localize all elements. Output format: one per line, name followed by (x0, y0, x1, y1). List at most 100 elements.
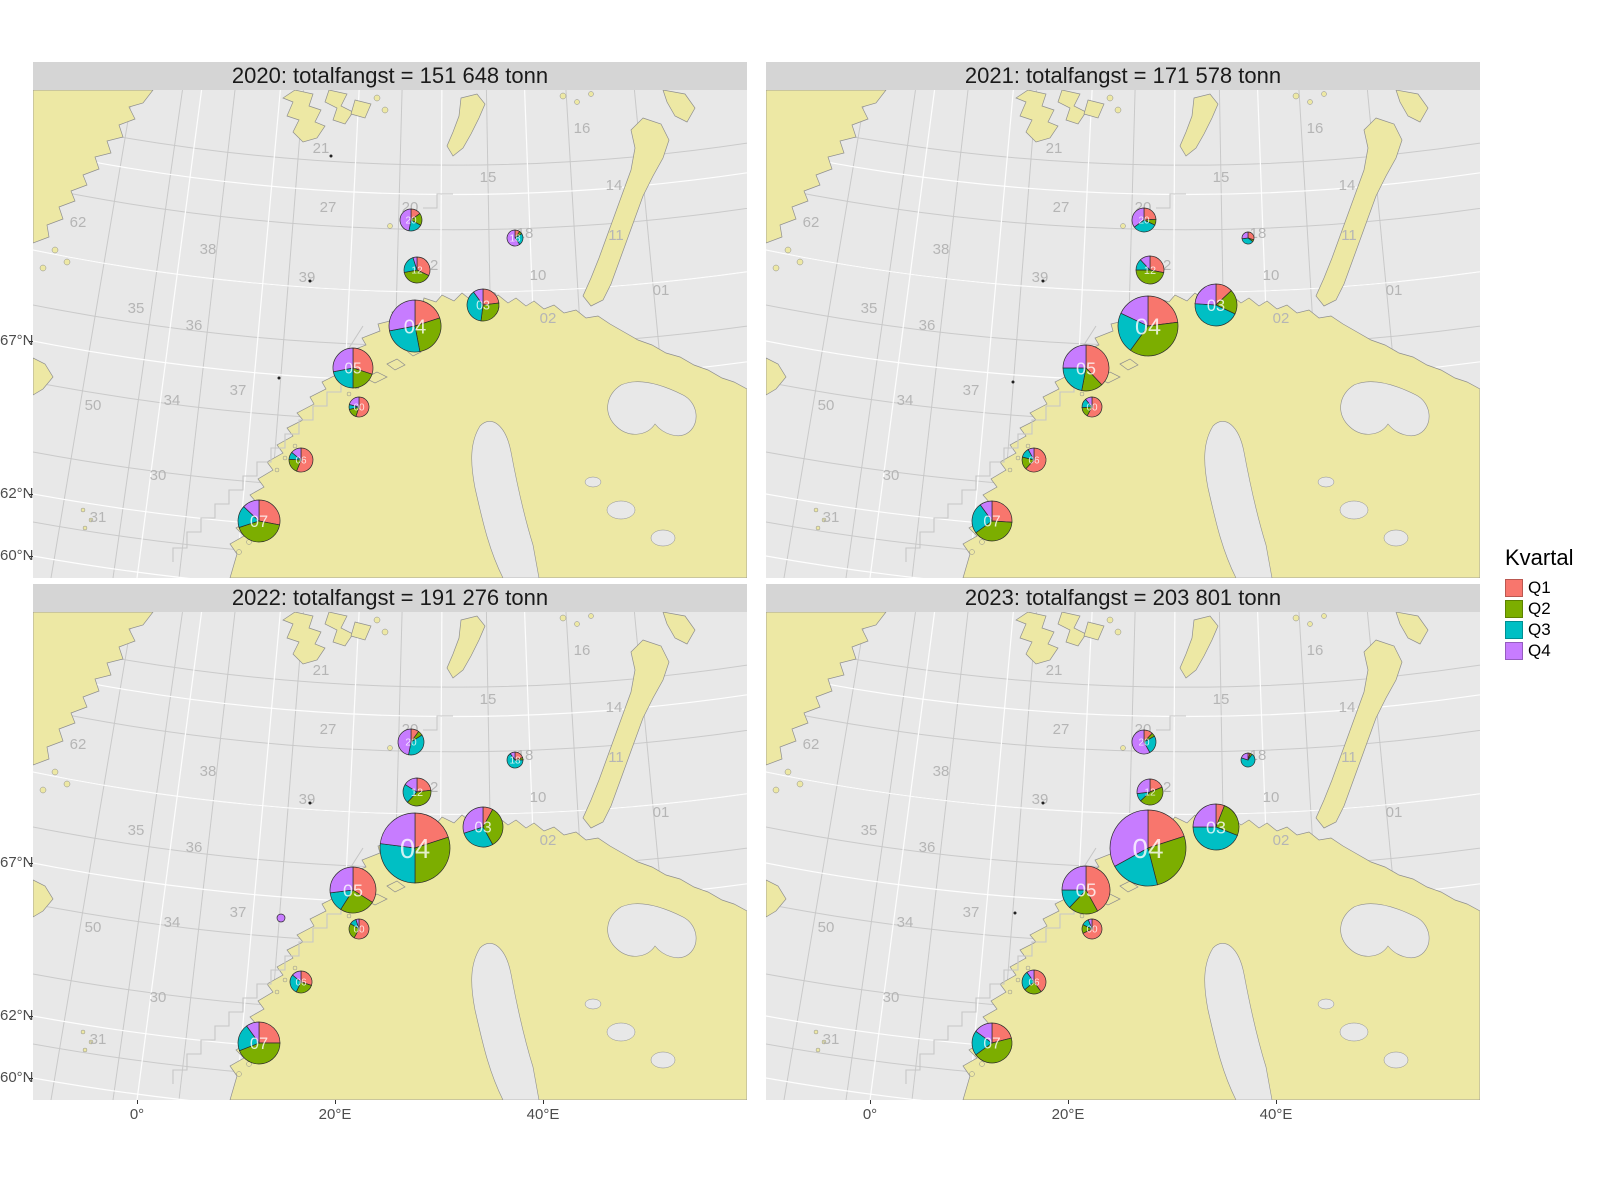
pie-slice-q2 (1140, 786, 1164, 806)
area-number: 01 (1386, 804, 1403, 821)
pie-slice-q2 (239, 1042, 281, 1065)
pie-label-18: 18 (509, 234, 521, 245)
pie-18 (1241, 231, 1255, 245)
pie-slice-q3 (971, 504, 993, 534)
pie-06 (288, 447, 314, 473)
pie-slice-q3 (1192, 826, 1238, 851)
y-axis-tick-label: 67°N (0, 332, 34, 349)
pie-label-03: 03 (476, 298, 490, 312)
area-number: 10 (530, 789, 547, 806)
pie-06 (1021, 447, 1047, 473)
pie-label-07: 07 (250, 1035, 268, 1053)
area-number: 21 (1046, 140, 1063, 157)
pie-label-04: 04 (1132, 833, 1163, 864)
map-2020: 62 21 27 38 39 35 36 34 50 37 30 31 15 16 14 11 10 02 01 18… (33, 90, 747, 578)
area-number: 16 (574, 642, 591, 659)
point-layer (1011, 279, 1045, 384)
pie-05 (1061, 865, 1111, 915)
map-2022: 62 21 27 38 39 35 36 34 50 37 30 31 15 16 14 11 10 02 01 18… (33, 612, 747, 1100)
pie-slice-q3 (379, 843, 416, 884)
pie-label-05: 05 (344, 361, 362, 378)
pie-slice-q3 (1114, 847, 1158, 887)
pie-20 (1131, 207, 1157, 233)
area-number: 02 (1273, 310, 1290, 327)
pie-slice-q1 (1147, 295, 1179, 327)
pie-slice-q4 (404, 777, 418, 793)
pie-label-03: 03 (1206, 817, 1226, 837)
pie-20 (1131, 729, 1157, 755)
pie-label-12: 12 (1144, 788, 1156, 799)
pie-slice-q1 (296, 447, 314, 473)
pie-slice-q4 (379, 812, 416, 849)
area-number: 10 (1263, 267, 1280, 284)
pie-slice-q4 (1087, 918, 1093, 930)
pie-label-05: 05 (1076, 880, 1097, 901)
area-number: 21 (313, 662, 330, 679)
facet-title-2022: 2022: totalfangst = 191 276 tonn (33, 584, 747, 612)
pie-slice-q4 (1194, 283, 1217, 306)
legend-key-swatch (1505, 641, 1523, 660)
pie-slice-q4 (1136, 778, 1151, 795)
pie-20 (397, 728, 425, 756)
pie-slice-q4 (979, 500, 993, 523)
x-axis-tick (1276, 1100, 1277, 1104)
pie-slice-q3 (408, 734, 425, 756)
legend-item-label: Q3 (1528, 619, 1551, 639)
pie-00 (348, 918, 370, 940)
data-point-dot (277, 376, 281, 380)
pie-07 (237, 1021, 281, 1065)
pie-slice-q2 (975, 520, 1013, 542)
pie-label-05: 05 (343, 880, 363, 900)
pie-slice-q4 (1026, 969, 1035, 984)
pie-12 (402, 777, 432, 807)
area-number: 39 (1032, 791, 1049, 808)
pie-label-20: 20 (405, 738, 417, 749)
area-number: 35 (128, 300, 145, 317)
y-axis-tick-label: 62°N (0, 1007, 34, 1024)
area-number: 62 (803, 214, 820, 231)
legend: Kvartal Q1 Q2 Q3 Q4 (1505, 545, 1600, 661)
area-number: 15 (480, 169, 497, 186)
facet-2023: 2023: totalfangst = 203 801 tonn 62 21 27 3… (766, 584, 1480, 1100)
x-axis-tick-label: 40°E (526, 1106, 560, 1123)
pie-00 (1081, 918, 1103, 940)
pie-slice-q4 (462, 806, 484, 834)
pie-slice-q3 (466, 291, 484, 322)
area-number: 11 (608, 227, 624, 244)
legend-item-label: Q4 (1528, 640, 1551, 660)
area-number: 30 (883, 989, 900, 1006)
facet-title-2020: 2020: totalfangst = 151 648 tonn (33, 62, 747, 90)
area-number: 50 (818, 397, 835, 414)
facet-2020: 2020: totalfangst = 151 648 tonn 62 21 27 3… (33, 62, 747, 578)
pie-slice-q2 (1215, 805, 1240, 836)
area-number: 31 (90, 1031, 107, 1048)
y-axis-tick (29, 556, 33, 557)
pie-label-04: 04 (400, 833, 430, 864)
pie-slice-q4 (1131, 207, 1145, 228)
x-axis-tick-label: 20°E (1051, 1106, 1085, 1123)
pie-18 (1240, 752, 1256, 768)
pie-label-06: 06 (295, 978, 307, 989)
legend-item-q3: Q3 (1505, 619, 1600, 640)
facet-title-2023: 2023: totalfangst = 203 801 tonn (766, 584, 1480, 612)
area-number: 14 (606, 177, 623, 194)
pie-slice-q4 (397, 728, 412, 756)
area-number: 39 (1032, 269, 1049, 286)
legend-key-swatch (1505, 578, 1523, 597)
data-point-dot (308, 801, 312, 805)
pie-03 (1192, 803, 1240, 851)
x-axis-tick-label: 20°E (318, 1106, 352, 1123)
pie-slice-q4 (243, 499, 260, 522)
pie-slice-q4 (399, 208, 412, 232)
area-number: 27 (320, 721, 337, 738)
pie-slice-q4 (1139, 255, 1151, 271)
pie-37 (276, 913, 286, 923)
pie-slice-q4 (412, 256, 418, 271)
pie-20 (399, 208, 423, 232)
area-number: 11 (608, 749, 624, 766)
area-number: 01 (653, 804, 670, 821)
area-number: 15 (1213, 691, 1230, 708)
pie-label-20: 20 (405, 216, 417, 227)
area-number: 34 (164, 914, 181, 931)
pie-slice-q4 (355, 918, 360, 930)
